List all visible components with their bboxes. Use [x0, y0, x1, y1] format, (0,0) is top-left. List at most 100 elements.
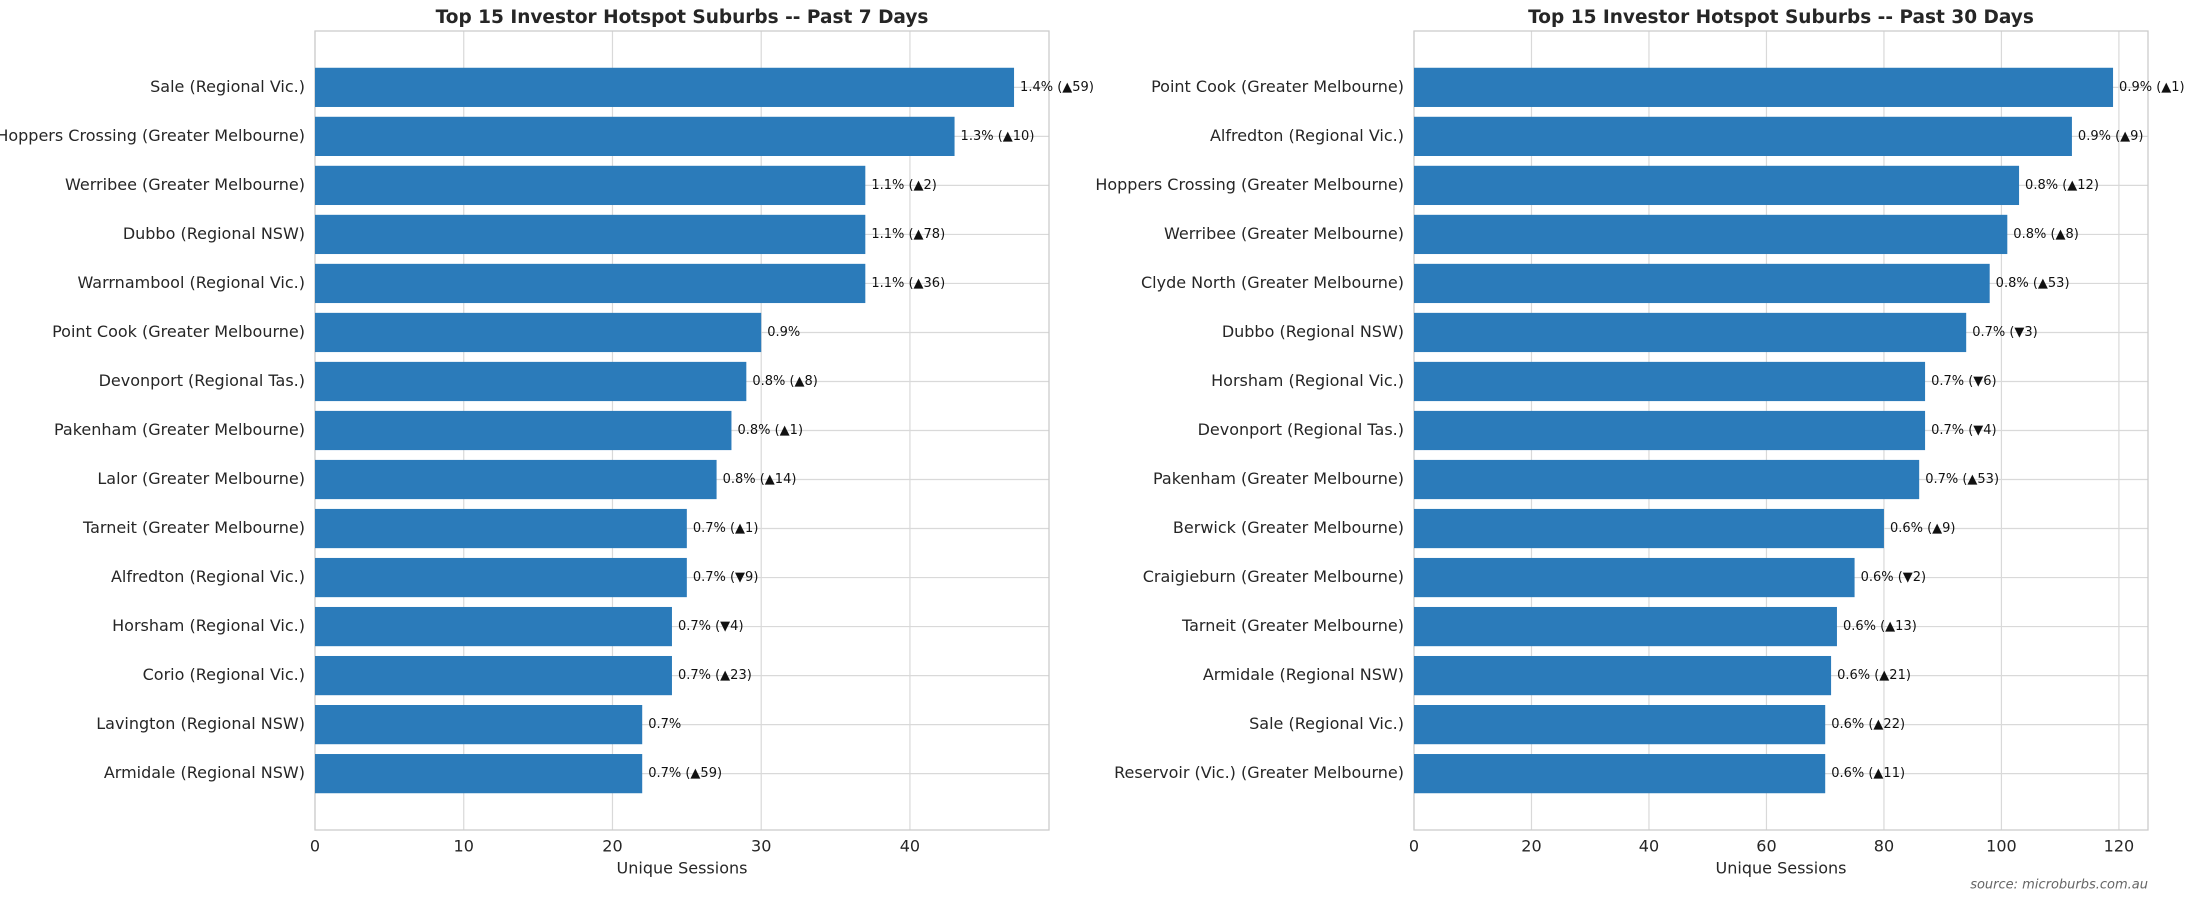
bar [1414, 263, 1990, 304]
y-tick-label: Devonport (Regional Tas.) [99, 371, 305, 390]
bar-label: 0.6% (▲11) [1831, 766, 1905, 781]
bar-label: 1.4% (▲59) [1020, 80, 1094, 95]
bar [1414, 655, 1832, 696]
bar [1414, 67, 2114, 107]
bar [1414, 165, 2020, 206]
bar-label: 0.7% (▼4) [678, 619, 744, 634]
bar [1414, 410, 1926, 451]
y-tick-label: Tarneit (Greater Melbourne) [82, 518, 305, 537]
bar [315, 312, 762, 353]
y-tick-label: Pakenham (Greater Melbourne) [1153, 469, 1404, 488]
y-tick-label: Alfredton (Regional Vic.) [111, 567, 305, 586]
bar [1414, 557, 1855, 598]
y-tick-label: Werribee (Greater Melbourne) [65, 175, 305, 194]
bar-label: 0.7% (▲53) [1925, 472, 1999, 487]
x-tick-label: 40 [1639, 837, 1659, 856]
bar [1414, 214, 2008, 255]
y-tick-label: Horsham (Regional Vic.) [1211, 371, 1404, 390]
bar-label: 0.8% (▲53) [1996, 276, 2070, 291]
x-tick-label: 80 [1874, 837, 1894, 856]
bar-label: 0.8% (▲8) [2013, 227, 2079, 242]
y-tick-label: Pakenham (Greater Melbourne) [54, 420, 305, 439]
y-tick-label: Sale (Regional Vic.) [150, 77, 305, 96]
bar [1414, 754, 1826, 794]
bar [315, 263, 866, 304]
chart-title: Top 15 Investor Hotspot Suburbs -- Past … [436, 7, 929, 28]
y-tick-label: Lalor (Greater Melbourne) [97, 469, 305, 488]
bar [315, 606, 672, 647]
bar [1414, 312, 1967, 353]
bar-label: 0.6% (▼2) [1861, 570, 1927, 585]
y-tick-label: Sale (Regional Vic.) [1249, 714, 1404, 733]
x-tick-label: 0 [1409, 837, 1419, 856]
bar [315, 165, 866, 206]
y-tick-label: Reservoir (Vic.) (Greater Melbourne) [1114, 763, 1404, 782]
x-tick-label: 40 [900, 837, 920, 856]
y-tick-label: Hoppers Crossing (Greater Melbourne) [0, 126, 305, 145]
x-tick-label: 30 [751, 837, 771, 856]
y-tick-label: Armidale (Regional NSW) [1203, 665, 1404, 684]
x-tick-label: 20 [1521, 837, 1541, 856]
bar-label: 0.6% (▲21) [1837, 668, 1911, 683]
bar [315, 214, 866, 255]
y-tick-label: Clyde North (Greater Melbourne) [1141, 273, 1404, 292]
bar [1414, 705, 1826, 745]
bar-label: 0.7% (▼9) [693, 570, 759, 585]
y-tick-label: Tarneit (Greater Melbourne) [1181, 616, 1404, 635]
y-tick-label: Craigieburn (Greater Melbourne) [1143, 567, 1404, 586]
bar [1414, 361, 1926, 402]
x-axis-label: Unique Sessions [1716, 859, 1847, 878]
bar-label: 0.8% (▲12) [2025, 178, 2099, 193]
y-tick-label: Warrnambool (Regional Vic.) [77, 273, 305, 292]
bar [315, 410, 732, 451]
y-tick-label: Dubbo (Regional NSW) [123, 224, 305, 243]
x-tick-label: 100 [1986, 837, 2017, 856]
bar [315, 459, 717, 500]
bar-label: 0.8% (▲8) [752, 374, 818, 389]
bar-label: 0.8% (▲14) [723, 472, 797, 487]
bar [315, 361, 747, 402]
bar [1414, 116, 2072, 156]
bar [315, 557, 687, 598]
bar-label: 0.6% (▲9) [1890, 521, 1956, 536]
bar [315, 655, 672, 696]
bar-label: 0.9% (▲9) [2078, 129, 2144, 144]
x-tick-label: 20 [602, 837, 622, 856]
x-tick-label: 120 [2104, 837, 2135, 856]
bar [1414, 606, 1837, 647]
y-tick-label: Lavington (Regional NSW) [96, 714, 305, 733]
bar [315, 116, 955, 156]
chart-title: Top 15 Investor Hotspot Suburbs -- Past … [1528, 7, 2034, 28]
x-axis-label: Unique Sessions [617, 859, 748, 878]
bar-label: 0.7% (▼3) [1972, 325, 2038, 340]
bar-label: 0.9% (▲1) [2119, 80, 2185, 95]
bar [315, 508, 687, 549]
bar [315, 705, 643, 745]
bar [1414, 508, 1884, 549]
y-tick-label: Armidale (Regional NSW) [104, 763, 305, 782]
bar-label: 1.1% (▲36) [871, 276, 945, 291]
bar-label: 0.7% (▲1) [693, 521, 759, 536]
bar-label: 0.8% (▲1) [737, 423, 803, 438]
y-tick-label: Werribee (Greater Melbourne) [1164, 224, 1404, 243]
x-tick-label: 0 [310, 837, 320, 856]
y-tick-label: Point Cook (Greater Melbourne) [52, 322, 305, 341]
source-note: source: microburbs.com.au [1970, 878, 2148, 893]
bar-label: 0.7% [648, 717, 681, 732]
y-tick-label: Alfredton (Regional Vic.) [1210, 126, 1404, 145]
bar-label: 0.7% (▼4) [1931, 423, 1997, 438]
bar-label: 0.7% (▲59) [648, 766, 722, 781]
bar-label: 0.6% (▲13) [1843, 619, 1917, 634]
bar-label: 0.7% (▲23) [678, 668, 752, 683]
bar [315, 67, 1015, 107]
bar-label: 1.1% (▲78) [871, 227, 945, 242]
bar-label: 0.6% (▲22) [1831, 717, 1905, 732]
bar [1414, 459, 1920, 500]
x-tick-label: 10 [454, 837, 474, 856]
y-tick-label: Berwick (Greater Melbourne) [1173, 518, 1404, 537]
x-tick-label: 60 [1756, 837, 1776, 856]
y-tick-label: Point Cook (Greater Melbourne) [1151, 77, 1404, 96]
bar [315, 754, 643, 794]
